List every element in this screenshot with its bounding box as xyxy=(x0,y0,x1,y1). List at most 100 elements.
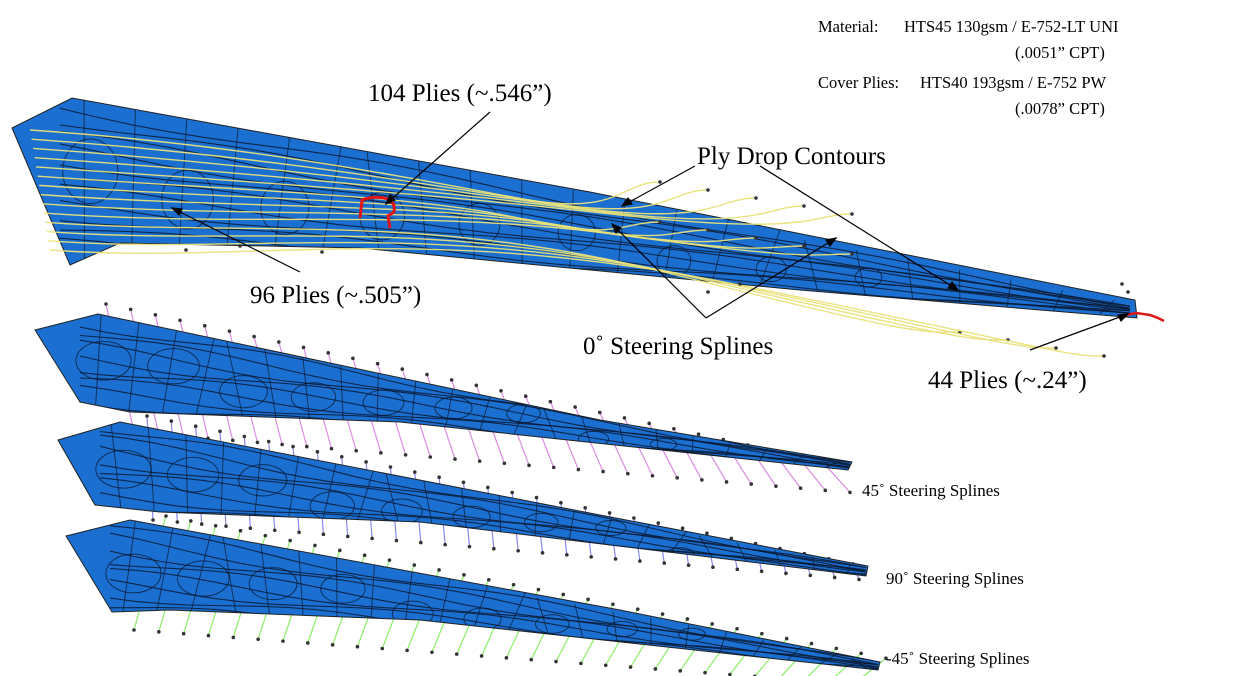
spline-endpoint xyxy=(169,419,174,423)
spline-endpoint xyxy=(345,534,350,539)
spline-endpoint xyxy=(492,546,496,551)
contour-line xyxy=(161,169,214,230)
spline-endpoint xyxy=(749,482,754,486)
spline-endpoint xyxy=(218,429,222,434)
spline-endpoint xyxy=(523,394,528,399)
spline-endpoint xyxy=(181,631,186,636)
spline-endpoint xyxy=(351,356,355,361)
spline-endpoint xyxy=(184,248,188,252)
spline-endpoint xyxy=(703,670,707,675)
contour-line xyxy=(99,477,867,572)
spline-endpoint xyxy=(559,500,563,505)
contour-line xyxy=(506,403,541,424)
spline-endpoint xyxy=(754,236,758,240)
spline-endpoint xyxy=(579,661,583,666)
spline-endpoint xyxy=(329,446,334,451)
spline-endpoint xyxy=(418,540,423,545)
ply-drop-spline xyxy=(39,184,709,237)
contour-line xyxy=(59,124,1131,308)
spline-endpoint xyxy=(675,476,679,480)
contour-line xyxy=(656,245,692,277)
spline-endpoint xyxy=(326,351,331,355)
spline-endpoint xyxy=(613,557,618,561)
spline-endpoint xyxy=(529,657,534,662)
spline-endpoint xyxy=(565,553,569,557)
spline-endpoint xyxy=(462,573,466,577)
spline-endpoint xyxy=(256,637,260,642)
material-label: Material: xyxy=(818,17,878,36)
spline-endpoint xyxy=(321,532,326,537)
callout-ply-drop-contours: Ply Drop Contours xyxy=(697,143,886,170)
spline-endpoint xyxy=(760,631,764,636)
spline-endpoint xyxy=(1126,290,1130,294)
spline-endpoint xyxy=(380,646,385,651)
callout-96-plies: 96 Plies (~.505”) xyxy=(250,282,421,309)
spline-endpoint xyxy=(597,410,602,415)
contour-line xyxy=(109,422,123,521)
steering-spline xyxy=(862,657,887,676)
spline-endpoint xyxy=(388,465,393,469)
contour-line xyxy=(185,430,189,526)
contour-line xyxy=(62,138,119,205)
spline-endpoint xyxy=(802,204,806,208)
contour-line xyxy=(823,458,846,469)
contour-line xyxy=(79,326,851,466)
spline-endpoint xyxy=(364,460,368,464)
spline-endpoint xyxy=(486,577,491,582)
spline-endpoint xyxy=(403,453,408,457)
spline-endpoint xyxy=(370,536,374,541)
contour-line xyxy=(79,377,851,466)
label-45-steering: 45˚ Steering Splines xyxy=(862,481,1000,500)
contour-line xyxy=(458,202,501,246)
spline-endpoint xyxy=(784,571,788,576)
spline-endpoint xyxy=(467,544,472,549)
contour-line xyxy=(79,384,851,469)
contour-line xyxy=(1052,289,1064,312)
spline-endpoint xyxy=(656,521,661,525)
contour-line xyxy=(59,220,1131,314)
spline-endpoint xyxy=(850,212,854,216)
spline-endpoint xyxy=(625,471,630,476)
contour-line xyxy=(290,382,337,412)
spline-endpoint xyxy=(834,646,839,651)
spline-endpoint xyxy=(339,455,344,459)
contour-line xyxy=(109,532,879,665)
layer-neg45-wing xyxy=(65,514,888,676)
spline-endpoint xyxy=(375,361,380,366)
cover-plies-value: HTS40 193gsm / E-752 PW xyxy=(920,73,1107,92)
spline-endpoint xyxy=(230,438,235,443)
spline-endpoint xyxy=(405,648,409,653)
spline-endpoint xyxy=(850,252,854,256)
contour-line xyxy=(177,560,230,597)
thick-region-outline xyxy=(358,195,396,229)
contour-line xyxy=(336,556,338,635)
spline-endpoint xyxy=(1120,282,1124,286)
spline-endpoint xyxy=(199,522,204,526)
spline-endpoint xyxy=(573,405,577,409)
spline-endpoint xyxy=(504,656,509,660)
ply-drop-spline xyxy=(42,203,805,249)
spline-endpoint xyxy=(379,451,383,455)
contour-line xyxy=(127,318,140,420)
spline-endpoint xyxy=(705,531,709,536)
contour-line xyxy=(523,512,559,533)
spline-endpoint xyxy=(443,542,447,547)
spline-endpoint xyxy=(231,635,236,640)
spline-endpoint xyxy=(151,518,155,522)
contour-line xyxy=(59,183,1131,311)
contour-line xyxy=(83,98,86,267)
spline-endpoint xyxy=(301,345,306,350)
spline-endpoint xyxy=(291,444,295,449)
spline-endpoint xyxy=(759,569,764,574)
spline-endpoint xyxy=(305,444,309,449)
ply-drop-spline xyxy=(45,221,961,333)
spline-endpoint xyxy=(242,434,247,439)
spline-endpoint xyxy=(738,282,742,286)
spline-endpoint xyxy=(527,463,531,468)
spline-endpoint xyxy=(157,630,161,634)
spline-endpoint xyxy=(802,244,806,248)
arrow-104-plies xyxy=(385,111,491,205)
spline-endpoint xyxy=(202,323,207,328)
spline-endpoint xyxy=(628,665,633,669)
contour-line xyxy=(220,437,225,528)
